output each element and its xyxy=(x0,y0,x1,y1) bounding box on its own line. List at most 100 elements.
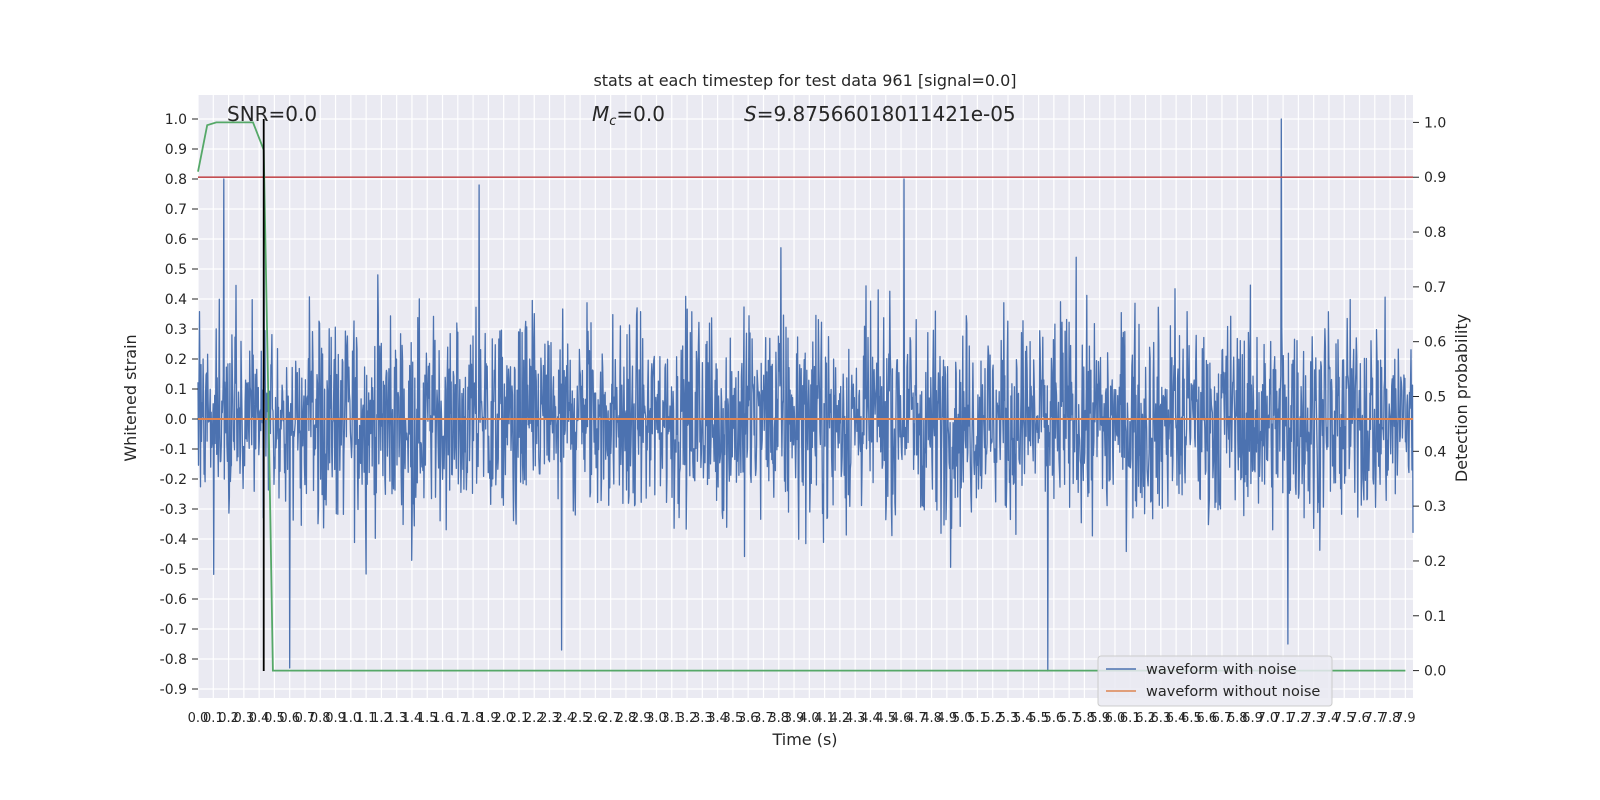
x-tick-label: 2.3 xyxy=(539,711,560,726)
x-tick-label: 3.4 xyxy=(707,711,728,726)
x-tick-label: 6.3 xyxy=(1150,711,1171,726)
legend: waveform with noise waveform without noi… xyxy=(1097,655,1333,707)
annotation-chirp-mass: Mc=0.0 xyxy=(592,102,665,129)
x-tick-label: 6.0 xyxy=(1105,711,1126,726)
x-tick-label: 4.2 xyxy=(830,711,851,726)
x-tick-label: 0.7 xyxy=(295,711,316,726)
waveform-with-noise-line xyxy=(197,118,1414,672)
x-tick-label: 1.1 xyxy=(356,711,377,726)
annotation-mc-value: =0.0 xyxy=(616,102,665,126)
y-tick-label-left: 0.6 xyxy=(165,232,187,248)
y-tick-label-left: -0.4 xyxy=(160,532,187,548)
x-tick-label: 4.9 xyxy=(937,711,958,726)
y-tick-label-right: 0.4 xyxy=(1424,444,1446,460)
x-tick-label: 7.2 xyxy=(1288,711,1309,726)
x-tick-label: 5.6 xyxy=(1044,711,1065,726)
y-tick-label-left: -0.8 xyxy=(160,652,187,668)
x-tick-label: 0.4 xyxy=(249,711,270,726)
x-tick-label: 7.4 xyxy=(1319,711,1340,726)
x-tick-label: 7.6 xyxy=(1349,711,1370,726)
x-tick-label: 3.5 xyxy=(723,711,744,726)
y-tick-label-left: 0.9 xyxy=(165,142,187,158)
x-tick-label: 7.9 xyxy=(1395,711,1416,726)
annotation-mc-subscript: c xyxy=(609,114,616,129)
x-tick-label: 3.2 xyxy=(677,711,698,726)
y-tick-label-left: 0.4 xyxy=(165,292,187,308)
x-tick-label: 4.8 xyxy=(921,711,942,726)
detection-probability-line xyxy=(197,121,1406,672)
x-tick-label: 0.3 xyxy=(234,711,255,726)
x-tick-label: 6.4 xyxy=(1166,711,1187,726)
x-tick-label: 2.4 xyxy=(554,711,575,726)
x-tick-label: 0.0 xyxy=(188,711,209,726)
y-tick-label-left: 0.0 xyxy=(165,412,187,428)
x-tick-label: 3.1 xyxy=(661,711,682,726)
y-tick-label-left: 0.5 xyxy=(165,262,187,278)
legend-label-clean: waveform without noise xyxy=(1146,684,1320,700)
y-tick-label-left: 0.7 xyxy=(165,202,187,218)
x-tick-label: 5.9 xyxy=(1089,711,1110,726)
x-tick-label: 3.8 xyxy=(768,711,789,726)
x-tick-label: 5.7 xyxy=(1059,711,1080,726)
y-tick-label-right: 0.3 xyxy=(1424,499,1446,515)
x-tick-label: 4.3 xyxy=(845,711,866,726)
x-tick-label: 4.6 xyxy=(891,711,912,726)
x-tick-label: 2.9 xyxy=(631,711,652,726)
x-tick-label: 7.8 xyxy=(1380,711,1401,726)
x-tick-label: 6.7 xyxy=(1212,711,1233,726)
y-tick-label-left: -0.5 xyxy=(160,562,187,578)
y-tick-label-left: 0.8 xyxy=(165,172,187,188)
x-tick-label: 7.5 xyxy=(1334,711,1355,726)
x-tick-label: 1.9 xyxy=(478,711,499,726)
x-tick-label: 2.7 xyxy=(600,711,621,726)
x-tick-label: 5.0 xyxy=(952,711,973,726)
x-tick-label: 6.5 xyxy=(1181,711,1202,726)
x-tick-label: 7.7 xyxy=(1364,711,1385,726)
y-tick-label-right: 0.2 xyxy=(1424,554,1446,570)
annotation-mc-symbol: M xyxy=(592,102,609,126)
x-tick-label: 0.2 xyxy=(218,711,239,726)
x-tick-label: 0.1 xyxy=(203,711,224,726)
x-tick-label: 4.4 xyxy=(860,711,881,726)
x-tick-label: 7.1 xyxy=(1273,711,1294,726)
y-tick-label-right: 0.7 xyxy=(1424,280,1446,296)
x-tick-label: 5.5 xyxy=(1028,711,1049,726)
x-tick-label: 1.6 xyxy=(432,711,453,726)
x-tick-label: 2.2 xyxy=(524,711,545,726)
y-tick-label-left: 0.2 xyxy=(165,352,187,368)
y-tick-label-left: 0.3 xyxy=(165,322,187,338)
y-tick-label-left: -0.1 xyxy=(160,442,187,458)
x-tick-label: 3.7 xyxy=(753,711,774,726)
right-y-axis: 0.0 0.1 0.2 0.3 0.4 0.5 0.6 0.7 0.8 0.9 1.0 xyxy=(1413,115,1446,680)
y-tick-label-left: -0.3 xyxy=(160,502,187,518)
annotation-s-symbol: S xyxy=(744,102,757,126)
y-tick-label-left: -0.6 xyxy=(160,592,187,608)
x-tick-label: 6.1 xyxy=(1120,711,1141,726)
x-axis: 0.00.10.20.30.40.50.60.70.80.91.01.11.21… xyxy=(188,711,1416,726)
y-tick-label-right: 0.6 xyxy=(1424,335,1446,351)
x-tick-label: 3.3 xyxy=(692,711,713,726)
y-tick-label-right: 0.5 xyxy=(1424,390,1446,406)
x-tick-label: 6.9 xyxy=(1242,711,1263,726)
y-tick-label-right: 1.0 xyxy=(1424,115,1446,131)
x-tick-label: 0.6 xyxy=(279,711,300,726)
x-tick-label: 2.1 xyxy=(509,711,530,726)
x-tick-label: 6.8 xyxy=(1227,711,1248,726)
annotation-s-value: =9.87566018011421e-05 xyxy=(757,102,1016,126)
legend-label-noise: waveform with noise xyxy=(1146,662,1297,678)
y-tick-label-left: -0.7 xyxy=(160,622,187,638)
x-tick-label: 1.3 xyxy=(386,711,407,726)
x-tick-label: 1.0 xyxy=(340,711,361,726)
overlay-lines xyxy=(197,119,1413,672)
y-tick-label-left: -0.2 xyxy=(160,472,187,488)
x-tick-label: 4.1 xyxy=(814,711,835,726)
x-tick-label: 1.4 xyxy=(402,711,423,726)
annotation-statistic: S=9.87566018011421e-05 xyxy=(744,102,1016,126)
x-tick-label: 4.5 xyxy=(875,711,896,726)
x-tick-label: 1.2 xyxy=(371,711,392,726)
x-tick-label: 2.0 xyxy=(493,711,514,726)
x-axis-label: Time (s) xyxy=(771,730,837,749)
x-tick-label: 2.5 xyxy=(570,711,591,726)
y-tick-label-right: 0.1 xyxy=(1424,609,1446,625)
